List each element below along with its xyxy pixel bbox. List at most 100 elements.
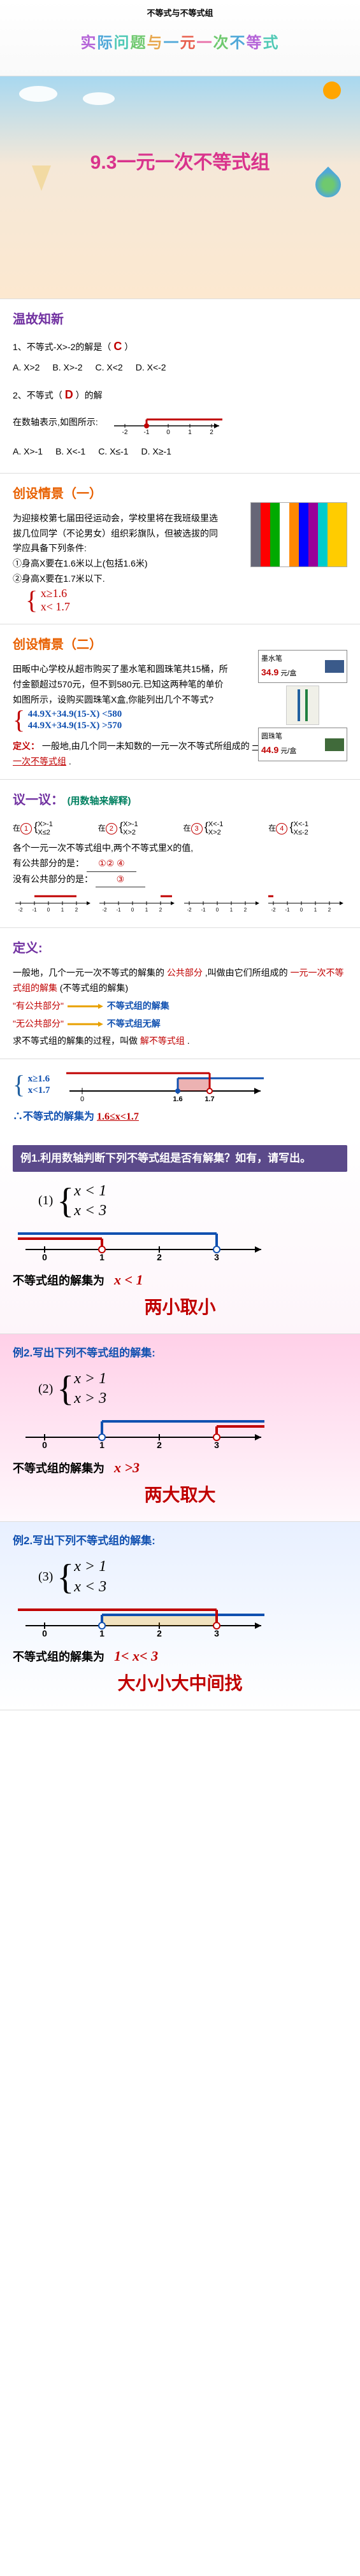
has-common-line: "有公共部分" 不等式组的解集	[13, 999, 347, 1014]
no-common-line: "无公共部分" 不等式组无解	[13, 1017, 347, 1032]
definition-heading: 定义:	[13, 938, 347, 959]
svg-text:2: 2	[157, 1252, 162, 1262]
svg-text:1.7: 1.7	[205, 1095, 214, 1103]
question-2: 2、不等式（ D ）的解	[13, 385, 347, 405]
example-2-system: (2) { x > 1 x > 3	[38, 1369, 347, 1409]
chapter-label: 不等式与不等式组	[13, 6, 347, 18]
scenario-1-body: 为迎接校第七届田径运动会，学校里将在我班级里选拔几位同学（不论男女）组织彩旗队，…	[13, 511, 223, 556]
svg-text:-2: -2	[122, 429, 127, 435]
result-2: 不等式组的解集为 x >3	[13, 1460, 347, 1476]
eq-1: x > 1	[74, 1557, 106, 1577]
result-1: 不等式组的解集为 x < 1	[13, 1272, 347, 1288]
option: B. X<-1	[55, 444, 85, 460]
svg-text:1: 1	[314, 907, 317, 913]
inequality-group: 在3 {X<-1X>2	[184, 817, 263, 837]
slide-discuss: 议一议： (用数轴来解释) 在1 {X>-1X≤2在2 {X>-1X>2在3 {…	[0, 780, 360, 928]
final-solution-line: ∴不等式的解集为 1.6≤x<1.7	[13, 1108, 347, 1123]
cloud-icon	[19, 86, 57, 102]
small-number-line: -2-1012	[97, 890, 178, 918]
eq-1: x > 1	[74, 1369, 106, 1389]
question-1: 1、不等式-X>-2的解是（ C ）	[13, 337, 347, 356]
svg-text:0: 0	[215, 907, 219, 913]
eq-1: x≥1.6	[28, 1074, 50, 1084]
arrow-icon	[66, 1020, 104, 1028]
boat-icon	[32, 165, 51, 191]
eq-2: 44.9X+34.9(15-X) >570	[28, 721, 122, 731]
svg-text:-1: -1	[201, 907, 206, 913]
review-heading: 温故知新	[13, 309, 347, 330]
answer-common: ①② ④	[87, 856, 136, 872]
question-2-line2: 在数轴表示,如图所示:	[13, 415, 98, 430]
answer-no-common: ③	[96, 872, 145, 888]
option: A. X>-1	[13, 444, 43, 460]
inequality-group: 在4 {X<-1X≤-2	[268, 817, 347, 837]
example-3-system: (3) { x > 1 x < 3	[38, 1557, 347, 1596]
example-1-system: (1) { x < 1 x < 3	[38, 1181, 347, 1221]
slide-example-2: 例2.写出下列不等式组的解集: (2) { x > 1 x > 3 0 1 2 3 不…	[0, 1334, 360, 1522]
slide-example-3: 例2.写出下列不等式组的解集: (3) { x > 1 x < 3 0123 不…	[0, 1522, 360, 1710]
svg-text:2: 2	[159, 907, 162, 913]
question-2-options: A. X>-1 B. X<-1 C. X≤-1 D. X≥-1	[13, 444, 347, 460]
svg-text:1: 1	[188, 429, 192, 435]
brace-icon: {	[57, 1185, 74, 1217]
svg-text:1: 1	[99, 1252, 104, 1262]
small-number-line: -2-1012	[182, 890, 263, 918]
final-answer: 1.6≤x<1.7	[97, 1111, 139, 1122]
ball-swatch	[325, 738, 344, 751]
number-line-svg: -2-1012	[111, 410, 226, 435]
brace-icon: {	[57, 1561, 74, 1593]
definition-body: 一般地，几个一元一次不等式的解集的 公共部分 ,叫做由它们所组成的 一元一次不等…	[13, 966, 347, 996]
slide-section-title: 9.3一元一次不等式组	[0, 76, 360, 299]
number-line-q2: -2-1012	[111, 410, 226, 435]
eq-2: x > 3	[74, 1389, 106, 1409]
ink-pen-box: 墨水笔 34.9 元/盒	[258, 650, 347, 683]
svg-text:3: 3	[214, 1440, 219, 1450]
eq-1: x < 1	[74, 1181, 106, 1201]
svg-text:1: 1	[229, 907, 233, 913]
inequality-system-2: { 44.9X+34.9(15-X) <580 44.9X+34.9(15-X)…	[13, 707, 122, 733]
svg-text:-2: -2	[18, 907, 23, 913]
pen-photo	[286, 686, 319, 725]
svg-text:-2: -2	[271, 907, 276, 913]
inequality-group: 在1 {X>-1X≤2	[13, 817, 92, 837]
arrow-icon	[66, 1003, 104, 1010]
discuss-line-3: 没有公共部分的是： ③	[13, 872, 347, 888]
number-line-example: 0 1.6 1.7	[63, 1066, 267, 1104]
example-system: { x≥1.6 x<1.7	[13, 1072, 50, 1097]
example-3-title: 例2.写出下列不等式组的解集:	[13, 1531, 347, 1547]
scenario-2-body: 田畈中心学校从超市购买了墨水笔和圆珠笔共15桶，所付金额超过570元，但不到58…	[13, 662, 229, 707]
svg-text:-1: -1	[117, 907, 122, 913]
svg-text:1: 1	[145, 907, 148, 913]
eq-2: x < 3	[74, 1201, 106, 1221]
slide-definition-example: { x≥1.6 x<1.7 0 1.6 1.7 ∴不等式的解集为 1.6≤x<1…	[0, 1059, 360, 1136]
section-title: 9.3一元一次不等式组	[13, 146, 347, 174]
eq-1: x≥1.6	[41, 587, 67, 600]
answer-1: C	[113, 340, 122, 353]
svg-text:0: 0	[47, 907, 50, 913]
slide-title: 不等式与不等式组 实际问题与一元一次不等式	[0, 0, 360, 76]
condition-2: ②身高X要在1.7米以下.	[13, 572, 347, 587]
svg-text:2: 2	[157, 1628, 162, 1638]
option: C. X<2	[96, 360, 123, 376]
option: C. X≤-1	[98, 444, 128, 460]
svg-text:0: 0	[42, 1440, 47, 1450]
svg-text:-2: -2	[187, 907, 192, 913]
cloud-icon	[83, 92, 115, 105]
inequality-groups: 在1 {X>-1X≤2在2 {X>-1X>2在3 {X<-1X>2在4 {X<-…	[13, 817, 347, 837]
svg-text:2: 2	[328, 907, 331, 913]
ink-swatch	[325, 660, 344, 673]
svg-text:-2: -2	[103, 907, 108, 913]
svg-text:0: 0	[42, 1628, 47, 1638]
scenario-1-heading: 创设情景（一）	[13, 483, 347, 505]
discuss-line-1: 各个一元一次不等式组中,两个不等式里X的值,	[13, 841, 347, 856]
result-2-answer: x >3	[114, 1460, 140, 1475]
brace-icon: {	[13, 1072, 25, 1097]
svg-text:1: 1	[99, 1440, 104, 1450]
eq-2: x<1.7	[28, 1085, 50, 1095]
option: D. X≥-1	[141, 444, 171, 460]
svg-text:2: 2	[210, 429, 213, 435]
slide-scenario-2: 创设情景（二） 田畈中心学校从超市购买了墨水笔和圆珠笔共15桶，所付金额超过57…	[0, 624, 360, 780]
example-2-title: 例2.写出下列不等式组的解集:	[13, 1344, 347, 1360]
option: A. X>2	[13, 360, 40, 376]
svg-text:2: 2	[157, 1440, 162, 1450]
